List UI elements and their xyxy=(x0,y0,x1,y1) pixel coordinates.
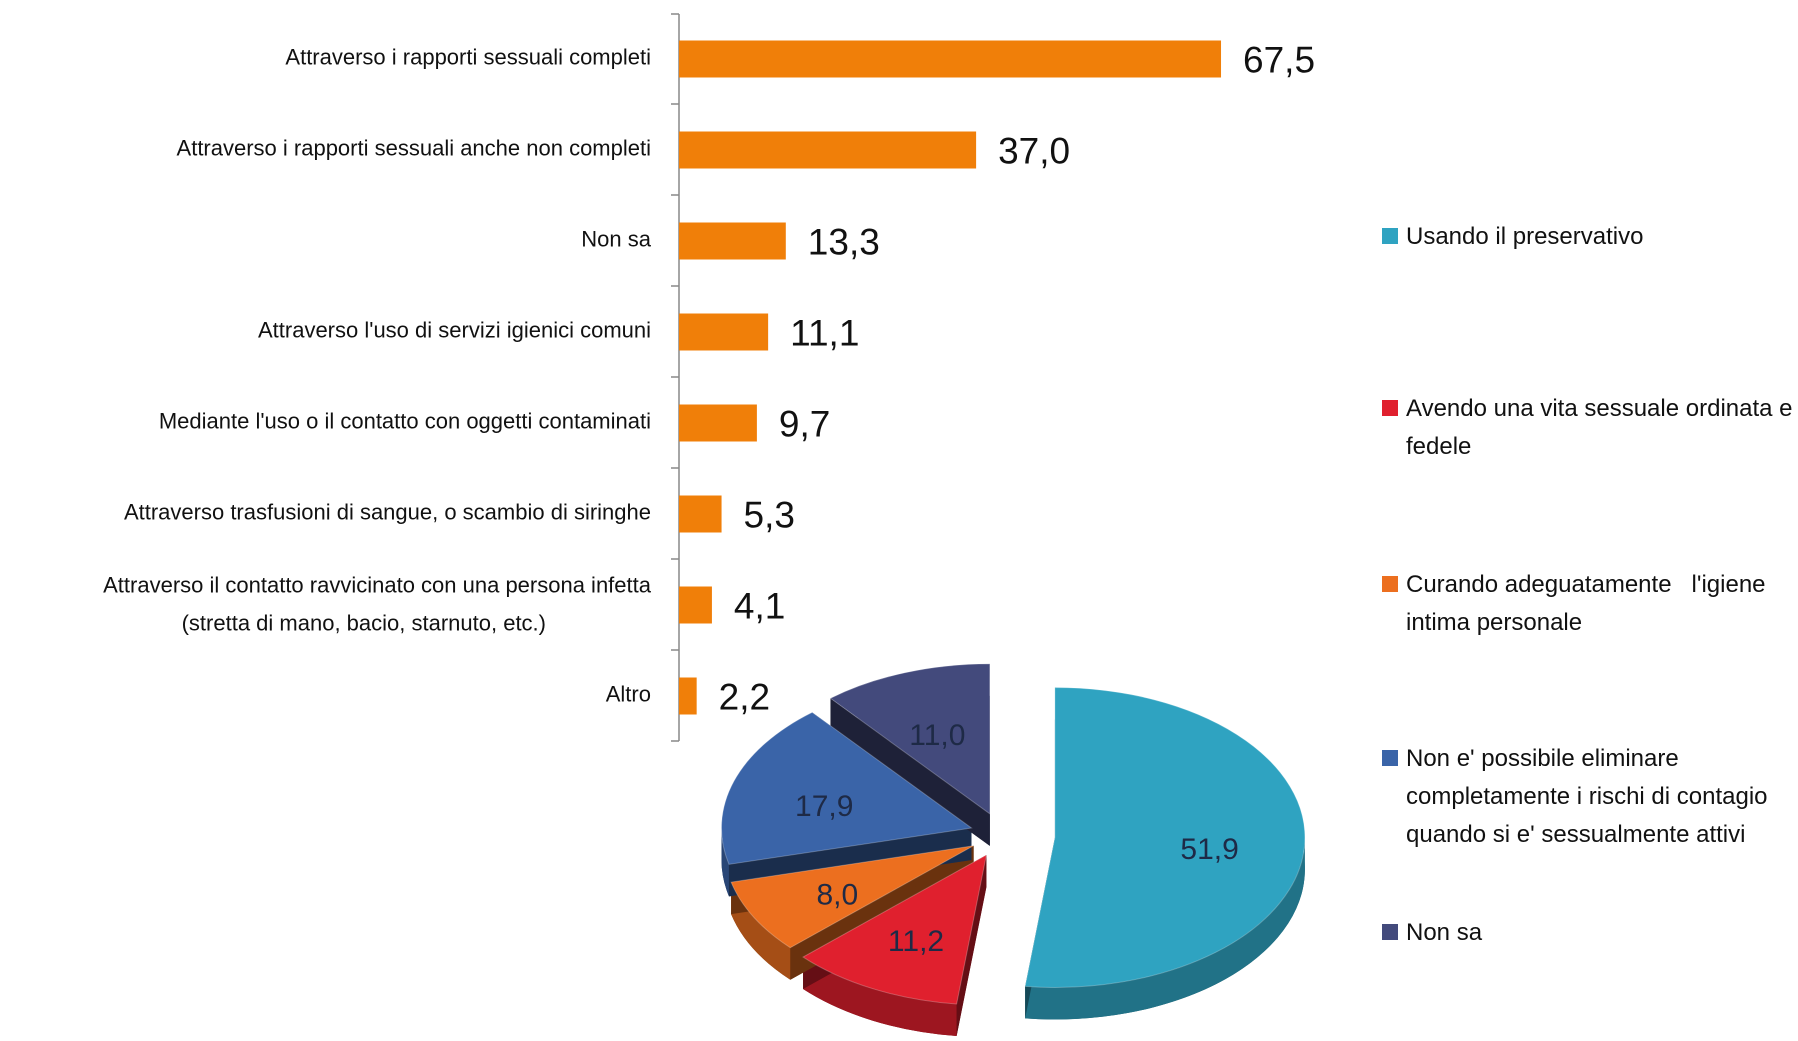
slice-label: 8,0 xyxy=(816,878,858,911)
category-label: Attraverso il contatto ravvicinato con u… xyxy=(103,572,652,635)
bar xyxy=(679,677,697,715)
slice xyxy=(829,663,991,815)
bar xyxy=(679,313,769,351)
bar xyxy=(679,40,1222,78)
legend-label: Curando adeguatamente l'igiene intima pe… xyxy=(1406,571,1773,636)
slice-side xyxy=(803,957,957,1036)
legend-label: Non sa xyxy=(1406,919,1483,946)
slice-label: 11,2 xyxy=(888,925,944,958)
legend-item: Non e' possibile eliminare completamente… xyxy=(1382,740,1798,854)
category-label: Attraverso i rapporti sessuali anche non… xyxy=(177,135,651,160)
category-label: Attraverso i rapporti sessuali completi xyxy=(285,44,651,69)
category-label-line: (stretta di mano, bacio, starnuto, etc.) xyxy=(182,610,546,635)
category-label: Altro xyxy=(606,681,651,706)
category-label: Attraverso trasfusioni di sangue, o scam… xyxy=(124,499,651,524)
bar xyxy=(679,131,977,169)
slice-side xyxy=(721,827,729,897)
legend-swatch xyxy=(1382,400,1398,416)
slice xyxy=(802,854,988,1005)
slice xyxy=(1024,686,1306,988)
slice-label: 17,9 xyxy=(795,790,853,823)
data-label: 9,7 xyxy=(779,403,830,444)
slice xyxy=(721,711,973,865)
data-label: 37,0 xyxy=(998,130,1070,171)
data-label: 11,1 xyxy=(790,312,859,353)
legend-item: Non sa xyxy=(1382,914,1798,952)
slice-label: 51,9 xyxy=(1180,833,1238,866)
slice-label: 11,0 xyxy=(909,719,965,752)
legend-swatch xyxy=(1382,924,1398,940)
legend-swatch xyxy=(1382,228,1398,244)
legend-label: Non e' possibile eliminare completamente… xyxy=(1406,745,1775,848)
category-label: Attraverso l'uso di servizi igienici com… xyxy=(258,317,651,342)
legend-swatch xyxy=(1382,750,1398,766)
legend-swatch xyxy=(1382,576,1398,592)
legend-item: Curando adeguatamente l'igiene intima pe… xyxy=(1382,566,1798,642)
bar xyxy=(679,404,757,442)
legend-item: Usando il preservativo xyxy=(1382,218,1798,256)
bar xyxy=(679,222,786,260)
category-label: Mediante l'uso o il contatto con oggetti… xyxy=(159,408,651,433)
slice-wall xyxy=(956,855,987,1036)
data-label: 13,3 xyxy=(808,221,880,262)
slice-wall xyxy=(830,698,990,846)
data-label: 67,5 xyxy=(1243,39,1315,80)
legend-label: Avendo una vita sessuale ordinata e fede… xyxy=(1406,395,1793,460)
data-label: 4,1 xyxy=(734,585,785,626)
bar xyxy=(679,495,722,533)
data-label: 2,2 xyxy=(719,676,770,717)
slice xyxy=(730,845,974,949)
legend-label: Usando il preservativo xyxy=(1406,223,1644,250)
category-label: Non sa xyxy=(581,226,651,251)
category-label-line: Attraverso il contatto ravvicinato con u… xyxy=(103,572,652,597)
slice-side xyxy=(731,882,791,980)
slice-side xyxy=(1025,837,1305,1020)
data-label: 5,3 xyxy=(744,494,795,535)
bar xyxy=(679,586,712,624)
legend-item: Avendo una vita sessuale ordinata e fede… xyxy=(1382,390,1798,466)
